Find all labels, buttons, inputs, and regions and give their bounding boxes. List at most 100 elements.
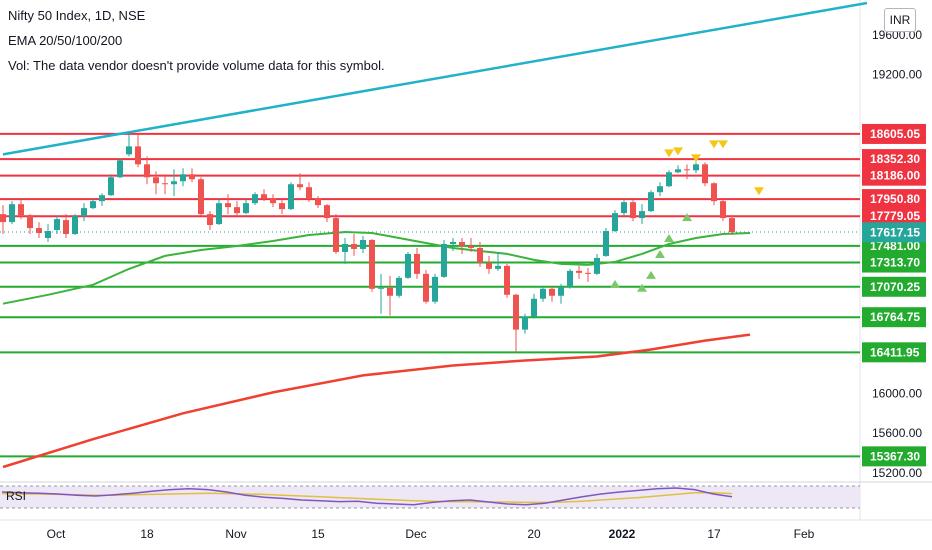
support-level-badge [862,342,926,363]
current-price-badge [862,222,926,243]
candle [108,174,114,197]
candle [234,201,240,218]
candle-body [594,257,600,274]
price-axis-label: 19200.00 [872,68,922,82]
candle [99,193,105,207]
candle-body [324,205,330,219]
candle [486,255,492,274]
candle [54,216,60,235]
candle [468,238,474,252]
candle-body [468,245,474,248]
support-level-badge-label: 17481.00 [870,239,920,253]
candle-body [477,247,483,263]
candle-body [90,201,96,209]
candle-body [342,243,348,252]
candle [603,228,609,257]
candle-body [108,177,114,196]
indicator-legend[interactable]: EMA 20/50/100/200 [8,33,123,48]
time-axis-label: Nov [225,527,246,541]
candle [387,275,393,316]
candle-body [531,298,537,317]
candle-body [279,203,285,210]
candle-body [441,243,447,277]
candle-body [540,288,546,299]
candle [324,204,330,223]
candle-body [603,231,609,256]
candle-body [126,146,132,155]
time-axis-label: Oct [47,527,66,541]
support-level-badge [862,446,926,467]
candle-body [423,273,429,302]
support-level-badge-label: 16411.95 [870,345,920,359]
buy-signal-marker [655,249,665,258]
candle [549,286,555,302]
resistance-level-badge [862,189,926,210]
candle [630,200,636,222]
support-level-badge-label: 16764.75 [870,310,920,324]
resistance-level-badge [862,165,926,186]
candle [657,182,663,197]
candle-body [657,186,663,193]
candle [90,199,96,210]
candle [423,269,429,304]
candle [594,253,600,275]
candle-body [630,202,636,219]
candle-body [486,262,492,269]
candle-body [405,253,411,278]
candle [279,200,285,215]
buy-signal-marker [682,213,692,222]
sell-signal-marker [691,154,701,163]
candle [648,190,654,213]
candle-body [504,265,510,295]
candle-body [306,187,312,199]
symbol-title[interactable]: Nifty 50 Index, 1D, NSE [8,8,146,23]
sell-signal-marker [673,147,683,156]
candle [531,293,537,319]
candle-body [297,184,303,188]
candle-body [162,183,168,185]
resistance-level-badge-label: 17950.80 [870,192,920,206]
candle [450,238,456,251]
currency-button[interactable]: INR [884,8,916,32]
candle-body [333,218,339,252]
candle [9,201,15,225]
candle-body [612,213,618,232]
candle-body [450,241,456,244]
candle [288,182,294,211]
candle [441,239,447,278]
candle [207,211,213,231]
candle-body [558,286,564,296]
volume-note: Vol: The data vendor doesn't provide vol… [8,58,385,73]
support-level-badge [862,252,926,273]
candle [126,132,132,157]
candle [675,165,681,174]
candle [72,214,78,236]
candle [117,158,123,179]
time-axis-label: Feb [794,527,815,541]
candle-body [252,194,258,204]
buy-signal-marker [646,270,656,279]
candle-body [351,243,357,249]
time-axis-label: 2022 [609,527,636,541]
candle [684,164,690,180]
candle-body [378,287,384,289]
candle-body [549,288,555,296]
candle-body [693,164,699,171]
rsi-label[interactable]: RSI [6,489,27,503]
candle [477,241,483,267]
candle [396,275,402,298]
candle-body [207,214,213,226]
candle [198,177,204,217]
buy-signal-marker [610,279,620,288]
candle-body [315,198,321,206]
candle-body [135,146,141,165]
candle-body [513,294,519,330]
candle-body [9,204,15,223]
price-axis-label: 15200.00 [872,466,922,480]
resistance-level-badge [862,149,926,170]
candle [585,267,591,282]
candle [612,210,618,233]
support-level-badge [862,307,926,328]
candle [513,293,519,353]
